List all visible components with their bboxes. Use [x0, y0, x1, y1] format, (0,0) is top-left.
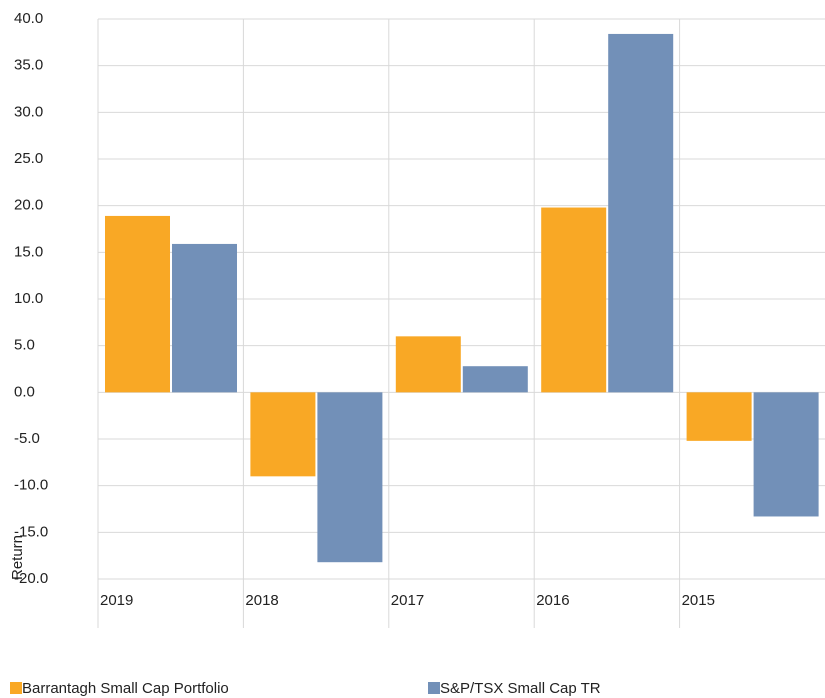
y-tick-label: 35.0	[14, 57, 43, 74]
legend-label: S&P/TSX Small Cap TR	[440, 680, 601, 697]
y-tick-label: 40.0	[14, 10, 43, 27]
bar	[753, 392, 819, 517]
x-tick-label: 2015	[682, 592, 715, 609]
x-tick-label: 2019	[100, 592, 133, 609]
y-tick-label: 0.0	[14, 383, 35, 400]
y-tick-label: -10.0	[14, 477, 48, 494]
legend-swatch	[10, 682, 22, 694]
y-tick-label: 5.0	[14, 337, 35, 354]
bar	[395, 336, 461, 393]
y-axis-label: Return	[9, 535, 26, 580]
bar	[462, 366, 528, 393]
y-tick-label: -20.0	[14, 570, 48, 587]
y-tick-label: 20.0	[14, 197, 43, 214]
bar	[541, 207, 607, 393]
x-tick-label: 2016	[536, 592, 569, 609]
x-tick-label: 2017	[391, 592, 424, 609]
legend-swatch	[428, 682, 440, 694]
legend-label: Barrantagh Small Cap Portfolio	[22, 680, 229, 697]
bar	[608, 33, 674, 393]
bar	[105, 215, 170, 393]
y-tick-label: 30.0	[14, 103, 43, 120]
y-tick-label: -15.0	[14, 523, 48, 540]
y-tick-label: 25.0	[14, 150, 43, 167]
bar	[686, 392, 752, 441]
x-tick-label: 2018	[245, 592, 278, 609]
bar	[172, 243, 237, 393]
y-tick-label: 10.0	[14, 290, 43, 307]
bar	[250, 392, 316, 477]
y-tick-label: -5.0	[14, 430, 40, 447]
bar	[317, 392, 383, 563]
y-tick-label: 15.0	[14, 243, 43, 260]
